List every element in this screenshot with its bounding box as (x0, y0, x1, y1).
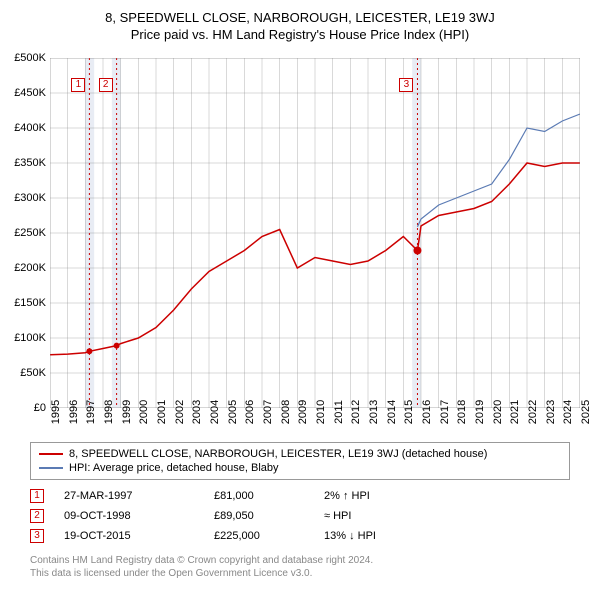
legend-swatch (39, 467, 63, 469)
x-tick-label: 2013 (368, 400, 380, 424)
x-tick-label: 2022 (527, 400, 539, 424)
legend: 8, SPEEDWELL CLOSE, NARBOROUGH, LEICESTE… (30, 442, 570, 480)
x-tick-label: 2020 (492, 400, 504, 424)
sale-date: 09-OCT-1998 (64, 510, 214, 522)
x-tick-label: 2023 (545, 400, 557, 424)
y-tick-label: £150K (14, 297, 46, 309)
x-tick-label: 2006 (244, 400, 256, 424)
y-tick-label: £450K (14, 87, 46, 99)
sale-marker: 2 (99, 78, 113, 92)
sales-row: 3 19-OCT-2015£225,00013% ↓ HPI (30, 526, 570, 546)
legend-item: HPI: Average price, detached house, Blab… (39, 461, 561, 475)
chart-area: £0£50K£100K£150K£200K£250K£300K£350K£400… (50, 58, 580, 408)
sales-row: 1 27-MAR-1997£81,0002% ↑ HPI (30, 486, 570, 506)
y-tick-label: £0 (34, 402, 46, 414)
sale-price: £89,050 (214, 510, 324, 522)
attribution-line: Contains HM Land Registry data © Crown c… (30, 554, 373, 567)
sale-hpi-diff: 13% ↓ HPI (324, 530, 444, 542)
x-tick-label: 2010 (315, 400, 327, 424)
title-block: 8, SPEEDWELL CLOSE, NARBOROUGH, LEICESTE… (0, 0, 600, 42)
x-tick-label: 2025 (580, 400, 592, 424)
x-tick-label: 2014 (386, 400, 398, 424)
attribution-line: This data is licensed under the Open Gov… (30, 567, 373, 580)
x-tick-label: 2008 (280, 400, 292, 424)
legend-item: 8, SPEEDWELL CLOSE, NARBOROUGH, LEICESTE… (39, 447, 561, 461)
chart-svg (50, 58, 580, 408)
sale-marker: 2 (30, 509, 44, 523)
sale-price: £225,000 (214, 530, 324, 542)
sale-marker: 1 (71, 78, 85, 92)
y-tick-label: £400K (14, 122, 46, 134)
x-tick-label: 1997 (85, 400, 97, 424)
x-tick-label: 2015 (403, 400, 415, 424)
y-tick-label: £350K (14, 157, 46, 169)
chart-container: 8, SPEEDWELL CLOSE, NARBOROUGH, LEICESTE… (0, 0, 600, 590)
x-tick-label: 1995 (50, 400, 62, 424)
sale-marker: 3 (399, 78, 413, 92)
title-address: 8, SPEEDWELL CLOSE, NARBOROUGH, LEICESTE… (0, 10, 600, 25)
sales-table: 1 27-MAR-1997£81,0002% ↑ HPI 2 09-OCT-1998£… (30, 486, 570, 546)
legend-label: HPI: Average price, detached house, Blab… (69, 462, 279, 474)
x-tick-label: 1996 (68, 400, 80, 424)
y-tick-label: £250K (14, 227, 46, 239)
x-tick-label: 2004 (209, 400, 221, 424)
y-tick-label: £50K (20, 367, 46, 379)
x-tick-label: 2016 (421, 400, 433, 424)
y-tick-label: £500K (14, 52, 46, 64)
x-tick-label: 1999 (121, 400, 133, 424)
x-tick-label: 2003 (191, 400, 203, 424)
sale-date: 27-MAR-1997 (64, 490, 214, 502)
title-subtitle: Price paid vs. HM Land Registry's House … (0, 27, 600, 42)
x-tick-label: 2009 (297, 400, 309, 424)
attribution: Contains HM Land Registry data © Crown c… (30, 554, 373, 580)
sale-hpi-diff: 2% ↑ HPI (324, 490, 444, 502)
x-tick-label: 2021 (509, 400, 521, 424)
x-tick-label: 2018 (456, 400, 468, 424)
sale-date: 19-OCT-2015 (64, 530, 214, 542)
x-tick-label: 2007 (262, 400, 274, 424)
legend-label: 8, SPEEDWELL CLOSE, NARBOROUGH, LEICESTE… (69, 448, 487, 460)
x-tick-label: 2002 (174, 400, 186, 424)
x-tick-label: 2012 (350, 400, 362, 424)
sale-marker: 3 (30, 529, 44, 543)
sale-marker: 1 (30, 489, 44, 503)
legend-swatch (39, 453, 63, 455)
sale-price: £81,000 (214, 490, 324, 502)
x-tick-label: 2001 (156, 400, 168, 424)
x-tick-label: 2011 (333, 400, 345, 424)
x-tick-label: 2024 (562, 400, 574, 424)
x-tick-label: 2000 (138, 400, 150, 424)
sale-hpi-diff: ≈ HPI (324, 510, 444, 522)
x-tick-label: 2019 (474, 400, 486, 424)
y-tick-label: £200K (14, 262, 46, 274)
x-tick-label: 2017 (439, 400, 451, 424)
y-tick-label: £300K (14, 192, 46, 204)
x-tick-label: 2005 (227, 400, 239, 424)
sales-row: 2 09-OCT-1998£89,050≈ HPI (30, 506, 570, 526)
y-tick-label: £100K (14, 332, 46, 344)
x-tick-label: 1998 (103, 400, 115, 424)
